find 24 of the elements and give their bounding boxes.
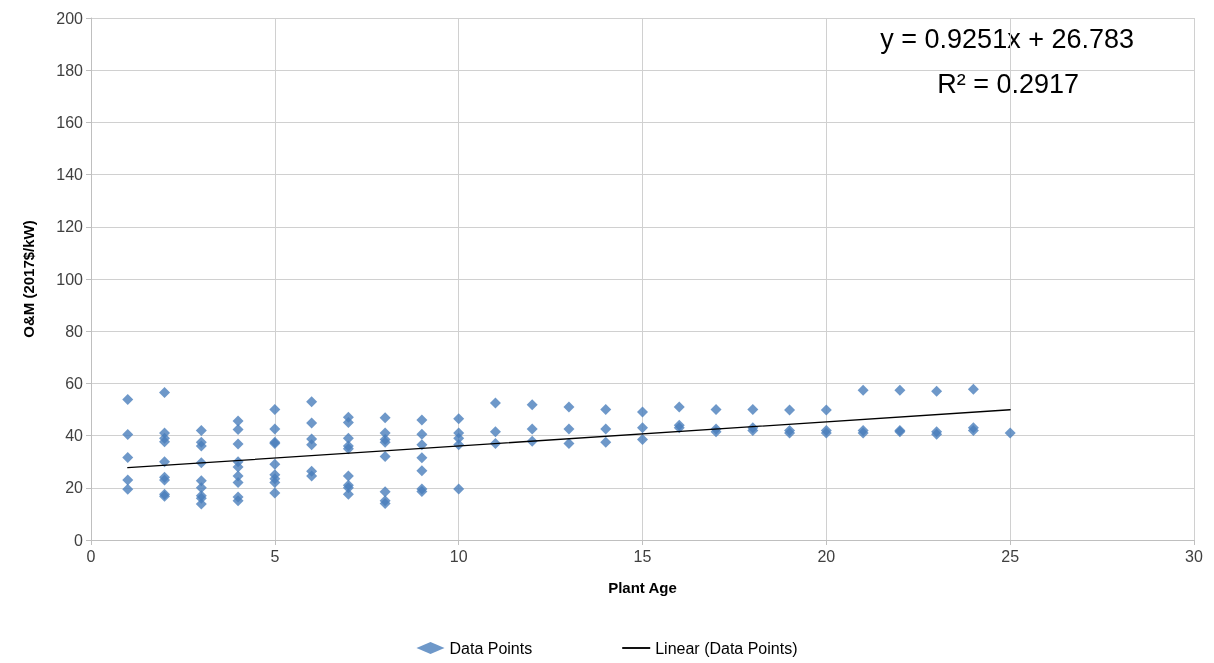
y-tick-label: 40 — [65, 427, 84, 445]
x-tick-label: 0 — [86, 547, 96, 565]
y-tick-label: 180 — [56, 61, 84, 79]
x-tick-label: 25 — [1001, 547, 1020, 565]
x-axis-title: Plant Age — [608, 579, 677, 596]
x-tick-label: 30 — [1185, 547, 1203, 565]
y-tick-label: 60 — [65, 374, 84, 392]
x-tick-label: 15 — [633, 547, 652, 565]
y-tick-label: 0 — [74, 531, 84, 549]
x-tick-label: 10 — [449, 547, 468, 565]
y-tick-label: 100 — [56, 270, 84, 288]
y-tick-label: 160 — [56, 113, 84, 131]
x-tick-label: 20 — [817, 547, 836, 565]
y-axis-title: O&M (2017$/kW) — [20, 220, 37, 338]
y-tick-label: 20 — [65, 479, 84, 497]
y-tick-label: 140 — [56, 166, 84, 184]
y-tick-label: 200 — [56, 9, 84, 27]
x-tick-label: 5 — [270, 547, 280, 565]
annotation: y = 0.9251x + 26.783 — [880, 23, 1135, 54]
legend-label: Linear (Data Points) — [655, 639, 798, 657]
annotation: R² = 0.2917 — [937, 68, 1079, 99]
y-tick-label: 80 — [65, 322, 84, 340]
y-tick-label: 120 — [56, 218, 84, 236]
legend-label: Data Points — [449, 639, 533, 657]
